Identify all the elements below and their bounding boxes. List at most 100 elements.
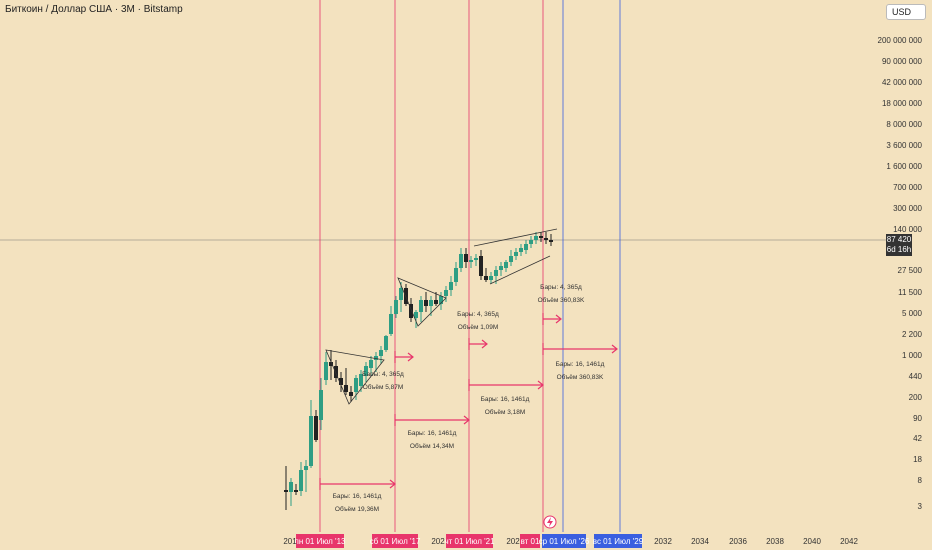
- candle-body: [309, 416, 313, 466]
- marker-label: чт 01 Июл '21: [444, 537, 495, 546]
- y-tick-label: 2 200: [902, 330, 923, 339]
- measure-volume-label: Объём 360,83K: [538, 296, 585, 304]
- candle-body: [379, 350, 383, 356]
- measure-volume-label: Объём 14,34M: [410, 442, 454, 450]
- wedge-upper: [473, 228, 558, 247]
- marker-label: вт 01: [521, 537, 540, 546]
- candle-body: [344, 385, 348, 392]
- candle-body: [494, 270, 498, 276]
- measure-volume-label: Объём 5,87M: [363, 383, 404, 391]
- candle-body: [414, 312, 418, 318]
- x-tick-label: 2040: [803, 537, 821, 546]
- candle-body: [514, 252, 518, 256]
- triangle-pattern: [325, 349, 385, 405]
- y-tick-label: 200 000 000: [878, 36, 923, 45]
- measure-arrow-head: [611, 344, 618, 354]
- candle-body: [519, 248, 523, 252]
- candle-body: [439, 296, 443, 304]
- y-tick-label: 1 000: [902, 351, 923, 360]
- candle-body: [549, 240, 553, 242]
- y-tick-label: 3 600 000: [886, 141, 922, 150]
- wedge-lower: [489, 255, 551, 285]
- candle-body: [479, 256, 483, 276]
- candle-body: [449, 282, 453, 290]
- candle-body: [524, 244, 528, 250]
- y-tick-label: 8: [918, 476, 923, 485]
- time-axis[interactable]: 201 202 202 2032 2034 2036 2038 2040 2042: [283, 515, 858, 546]
- measure-bars-label: Бары: 4, 365д: [362, 371, 404, 378]
- y-tick-label: 3: [918, 502, 923, 511]
- measure-arrows: [319, 313, 618, 490]
- x-tick-label: 202: [506, 537, 520, 546]
- measure-arrow-head: [537, 380, 544, 390]
- candle-body: [329, 362, 333, 366]
- y-tick-label: 42 000 000: [882, 78, 923, 87]
- candle-body: [499, 266, 503, 270]
- candle-body: [544, 238, 548, 240]
- bar-countdown: 6d 16h: [886, 245, 912, 254]
- x-tick-label: 2032: [654, 537, 672, 546]
- marker-label-bg: [296, 534, 344, 548]
- candle-body: [469, 260, 473, 262]
- marker-label-bg: [520, 534, 540, 548]
- candle-body: [364, 366, 368, 376]
- x-tick-label: 202: [431, 537, 445, 546]
- candle-body: [434, 300, 438, 304]
- measure-bars-label: Бары: 16, 1461д: [556, 361, 605, 368]
- x-tick-label: 2034: [691, 537, 709, 546]
- measure-bars-label: Бары: 16, 1461д: [408, 430, 457, 437]
- marker-label-bg: [594, 534, 642, 548]
- measure-volume-label: Объём 1,09M: [458, 323, 499, 331]
- y-tick-label: 140 000: [893, 225, 922, 234]
- candle-body: [369, 360, 373, 368]
- y-tick-label: 27 500: [898, 266, 923, 275]
- measure-arrow-head: [389, 479, 396, 489]
- candle-body: [384, 336, 388, 350]
- y-tick-label: 8 000 000: [886, 120, 922, 129]
- candle-body: [509, 256, 513, 262]
- y-tick-label: 90 000 000: [882, 57, 923, 66]
- x-tick-label: 2036: [729, 537, 747, 546]
- candle-body: [419, 300, 423, 312]
- y-tick-label: 5 000: [902, 309, 923, 318]
- measure-volume-label: Объём 19,36M: [335, 505, 379, 513]
- y-tick-label: 90: [913, 414, 922, 423]
- x-tick-label: 2042: [840, 537, 858, 546]
- candle-body: [454, 268, 458, 282]
- marker-label: вс 01 Июл '29: [593, 537, 644, 546]
- measure-arrow-head: [555, 314, 562, 324]
- chart-title: Биткоин / Доллар США · 3М · Bitstamp: [5, 4, 183, 15]
- candle-body: [529, 240, 533, 244]
- currency-button[interactable]: USD: [886, 4, 926, 20]
- lightning-icon-glyph: [547, 517, 553, 527]
- candle-body: [299, 470, 303, 491]
- triangle-pattern: [397, 277, 447, 327]
- lightning-icon: [543, 515, 557, 529]
- candle-body: [444, 290, 448, 296]
- candle-body: [319, 390, 323, 420]
- candle-body: [504, 262, 508, 268]
- candle-body: [289, 482, 293, 492]
- y-tick-label: 200: [909, 393, 923, 402]
- candle-body: [484, 276, 488, 280]
- marker-label-bg: [446, 534, 493, 548]
- candle-body: [374, 356, 378, 360]
- candle-body: [359, 374, 363, 386]
- candle-body: [294, 490, 298, 492]
- candle-body: [539, 236, 543, 238]
- candle-body: [284, 490, 288, 492]
- x-tick-label: 201: [283, 537, 297, 546]
- measure-arrow-head: [463, 415, 470, 425]
- marker-label: ср 01 Июл '26: [539, 537, 590, 546]
- measure-annotations: Бары: 16, 1461д Объём 19,36M Бары: 4, 365д…: [333, 284, 605, 513]
- candle-body: [429, 300, 433, 306]
- measure-bars-label: Бары: 16, 1461д: [481, 396, 530, 403]
- marker-label-bg: [542, 534, 586, 548]
- price-axis[interactable]: 200 000 000 90 000 000 42 000 000 18 000 00…: [878, 36, 923, 511]
- marker-label: пн 01 Июл '13: [295, 537, 347, 546]
- candle-body: [409, 304, 413, 318]
- y-tick-label: 700 000: [893, 183, 922, 192]
- candle-body: [424, 300, 428, 306]
- y-tick-label: 18: [913, 455, 922, 464]
